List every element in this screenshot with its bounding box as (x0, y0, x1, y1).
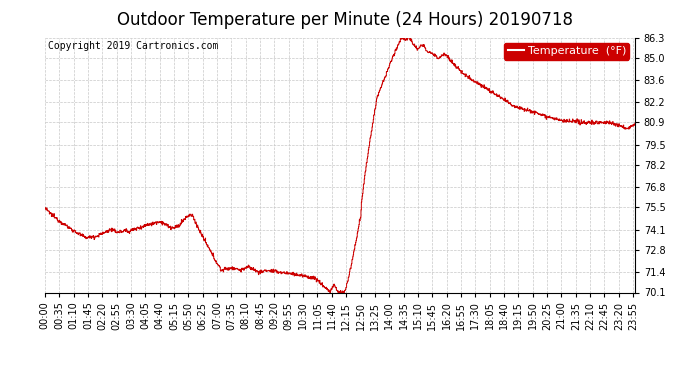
Text: Outdoor Temperature per Minute (24 Hours) 20190718: Outdoor Temperature per Minute (24 Hours… (117, 11, 573, 29)
Legend: Temperature  (°F): Temperature (°F) (504, 43, 629, 60)
Text: Copyright 2019 Cartronics.com: Copyright 2019 Cartronics.com (48, 41, 218, 51)
